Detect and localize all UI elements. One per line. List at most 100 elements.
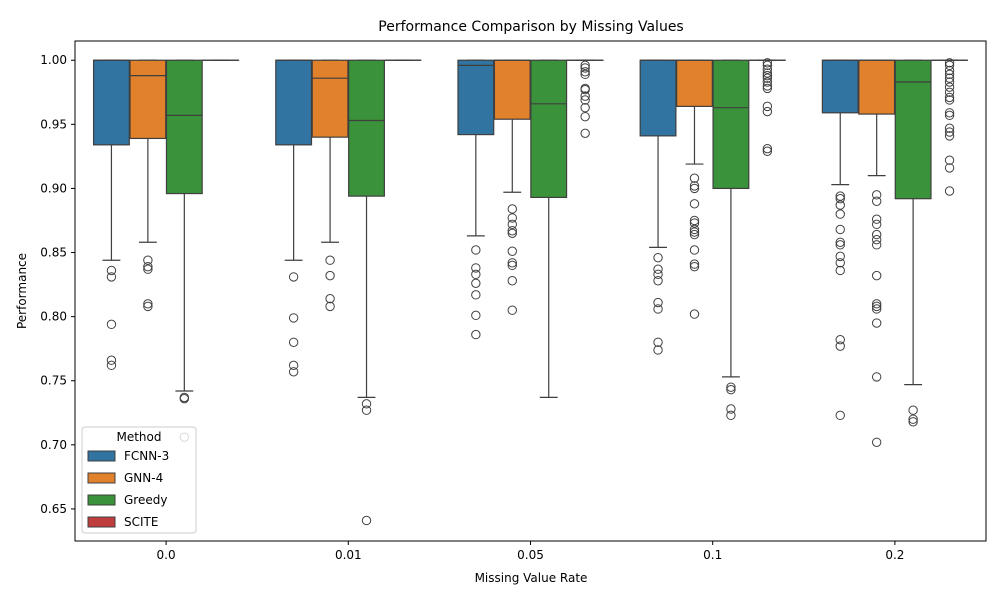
outlier-point xyxy=(653,337,663,347)
outlier-point xyxy=(580,69,590,80)
outlier-point xyxy=(908,405,918,415)
outlier-point xyxy=(689,183,700,194)
outlier-point xyxy=(507,258,517,268)
outlier-point xyxy=(944,58,955,68)
outlier-point xyxy=(908,414,918,424)
box-iqr xyxy=(129,59,167,140)
box-iqr xyxy=(348,59,385,197)
outlier-point xyxy=(871,229,882,240)
y-tick-label: 0.90 xyxy=(40,181,67,195)
outlier-point xyxy=(179,393,190,404)
y-tick-label: 0.70 xyxy=(40,438,67,452)
outlier-point xyxy=(762,81,773,91)
legend-swatch xyxy=(87,472,116,484)
outlier-point xyxy=(471,290,481,300)
x-axis-title: Missing Value Rate xyxy=(475,571,588,585)
box-iqr xyxy=(311,59,349,138)
outlier-point xyxy=(689,218,700,228)
outlier-point xyxy=(762,146,773,156)
outlier-point xyxy=(835,240,845,250)
outlier-point xyxy=(653,297,663,308)
outlier-point xyxy=(580,128,590,139)
legend-label: SCITE xyxy=(124,515,158,529)
outlier-point xyxy=(835,265,845,276)
outlier-point xyxy=(689,199,700,209)
outlier-point xyxy=(471,269,481,280)
outlier-point xyxy=(471,278,481,289)
box-scite-0-2 xyxy=(931,58,969,196)
x-tick-label: 0.01 xyxy=(335,548,362,562)
outlier-point xyxy=(944,186,955,196)
outlier-point xyxy=(944,163,955,173)
series-scite xyxy=(202,58,969,196)
outlier-point xyxy=(835,258,845,268)
outlier-point xyxy=(143,261,153,272)
y-tick-label: 1.00 xyxy=(40,53,67,67)
outlier-point xyxy=(580,63,590,73)
legend-label: GNN-4 xyxy=(124,471,163,485)
outlier-point xyxy=(835,237,845,247)
box-iqr xyxy=(275,59,313,146)
y-tick-label: 0.95 xyxy=(40,117,67,131)
box-greedy-0-0 xyxy=(165,59,203,442)
box-gnn-4-0-2 xyxy=(858,59,896,447)
outlier-point xyxy=(689,215,700,226)
outlier-point xyxy=(726,410,736,421)
outlier-point xyxy=(507,246,517,256)
outlier-point xyxy=(762,106,773,117)
outlier-point xyxy=(726,385,736,395)
outlier-point xyxy=(653,264,663,274)
box-greedy-0-05 xyxy=(530,59,568,399)
outlier-point xyxy=(325,270,335,281)
outlier-point xyxy=(471,329,481,340)
box-gnn-4-0-0 xyxy=(129,59,167,312)
legend-swatch xyxy=(87,494,116,506)
box-fcnn-3-0-2 xyxy=(821,59,859,421)
outlier-point xyxy=(944,87,955,97)
outlier-point xyxy=(908,417,918,427)
box-scite-0-1 xyxy=(748,58,786,156)
outlier-point xyxy=(325,301,335,312)
outlier-point xyxy=(106,265,117,276)
outlier-point xyxy=(944,73,955,83)
outlier-point xyxy=(871,240,882,250)
legend-label: Greedy xyxy=(124,493,167,507)
box-iqr xyxy=(821,59,859,114)
outlier-point xyxy=(835,335,845,345)
outlier-point xyxy=(653,269,663,280)
outlier-point xyxy=(288,337,299,347)
outlier-point xyxy=(835,251,845,262)
outlier-point xyxy=(507,305,517,315)
outlier-point xyxy=(507,226,517,236)
outlier-point xyxy=(580,67,590,77)
y-tick-label: 0.65 xyxy=(40,502,67,516)
outlier-point xyxy=(871,301,882,312)
outlier-point xyxy=(689,229,700,240)
box-iqr xyxy=(712,59,750,190)
outlier-point xyxy=(507,213,517,223)
outlier-point xyxy=(944,95,955,105)
outlier-point xyxy=(471,310,481,321)
outlier-point xyxy=(762,143,773,154)
outlier-point xyxy=(762,83,773,94)
outlier-point xyxy=(653,276,663,286)
outlier-point xyxy=(143,301,153,312)
axes: 0.65 0.70 0.75 0.80 0.85 0.90 0.95 1.00 0.0 0.01 0… xyxy=(40,40,987,562)
outlier-point xyxy=(507,260,517,271)
outlier-point xyxy=(871,196,882,206)
box-greedy-0-1 xyxy=(712,59,750,421)
outlier-point xyxy=(944,108,955,118)
outlier-point xyxy=(944,92,955,103)
outlier-point xyxy=(689,261,700,272)
outlier-point xyxy=(507,228,517,239)
series-greedy xyxy=(165,59,932,526)
outlier-point xyxy=(653,345,663,355)
outlier-point xyxy=(106,319,117,330)
outlier-point xyxy=(507,219,517,230)
outlier-point xyxy=(762,68,773,78)
outlier-point xyxy=(835,224,845,235)
outlier-point xyxy=(143,299,153,309)
outlier-point xyxy=(871,437,882,447)
box-iqr xyxy=(639,59,677,137)
outlier-point xyxy=(871,299,882,309)
